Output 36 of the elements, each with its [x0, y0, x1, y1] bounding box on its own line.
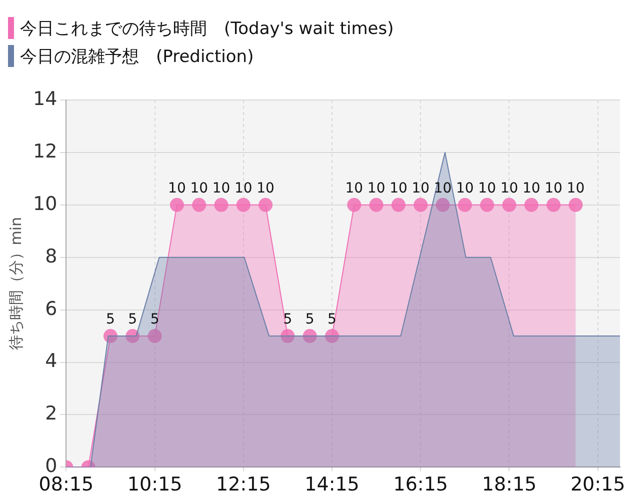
y-tick-label: 10 — [32, 192, 58, 215]
data-label: 5 — [305, 312, 314, 328]
data-label: 10 — [234, 180, 252, 197]
data-label: 10 — [434, 180, 452, 197]
y-tick-label: 12 — [32, 140, 58, 162]
x-tick-label: 14:15 — [304, 474, 360, 496]
legend-label: 今日これまでの待ち時間 (Today's wait times) — [20, 18, 394, 40]
data-label: 10 — [190, 180, 208, 197]
y-axis-title: 待ち時間（分）min — [6, 216, 25, 350]
legend-label: 今日の混雑予想 (Prediction) — [20, 46, 254, 68]
y-tick-label: 2 — [45, 402, 58, 425]
x-tick-label: 10:15 — [127, 474, 182, 496]
data-label: 10 — [500, 180, 518, 197]
x-tick-label: 18:15 — [482, 474, 537, 496]
data-label: 10 — [544, 180, 562, 197]
data-label: 10 — [522, 180, 540, 197]
x-tick-label: 12:15 — [216, 474, 271, 496]
data-label: 5 — [150, 312, 160, 328]
data-label: 10 — [456, 180, 474, 197]
y-tick-label: 6 — [45, 298, 58, 320]
data-label: 10 — [212, 180, 230, 197]
data-label: 10 — [345, 180, 364, 197]
y-tick-label: 14 — [32, 88, 58, 110]
data-label: 10 — [168, 180, 186, 197]
y-tick-label: 8 — [45, 245, 58, 268]
y-tick-label: 4 — [45, 350, 58, 372]
data-label: 10 — [390, 180, 408, 197]
x-tick-label: 16:15 — [393, 474, 448, 496]
data-label: 10 — [367, 180, 386, 197]
data-label: 5 — [128, 312, 138, 328]
data-label: 10 — [412, 180, 430, 197]
data-label: 5 — [106, 312, 115, 328]
data-label: 10 — [256, 180, 274, 197]
x-tick-label: 20:15 — [570, 474, 626, 496]
data-label: 10 — [566, 180, 585, 197]
data-label: 10 — [478, 180, 496, 197]
